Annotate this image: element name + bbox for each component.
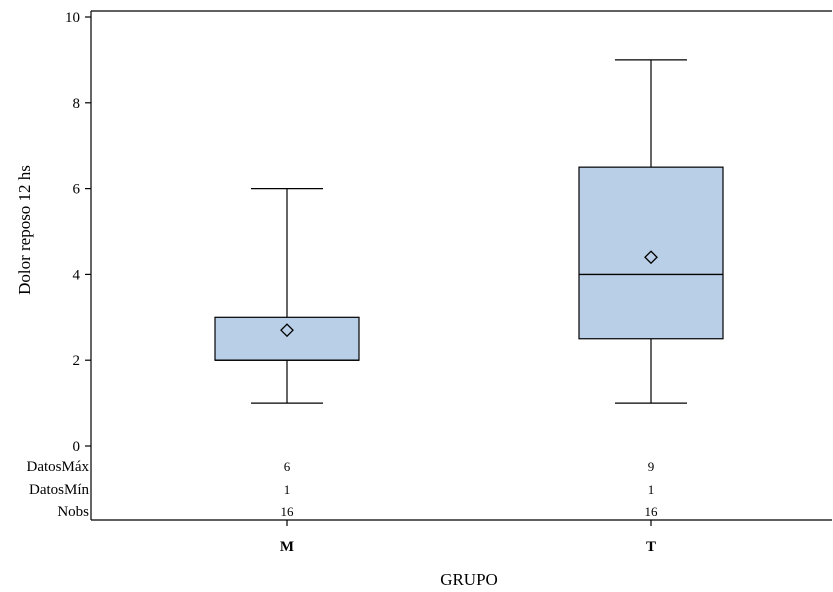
y-tick-label: 0	[73, 439, 81, 455]
stats-row-label: DatosMín	[29, 482, 90, 498]
iqr-box	[214, 316, 360, 361]
box-M	[214, 188, 360, 404]
y-axis-label: Dolor reposo 12 hs	[15, 165, 34, 295]
stats-value: 1	[284, 482, 291, 497]
x-axis-label: GRUPO	[440, 570, 498, 589]
x-tick-label: M	[280, 539, 294, 555]
stats-value: 6	[284, 459, 291, 474]
y-tick-label: 6	[73, 182, 81, 198]
box-series	[214, 59, 724, 404]
stats-row-label: Nobs	[57, 504, 89, 520]
mean-marker	[280, 323, 294, 338]
stats-value: 16	[281, 504, 295, 519]
y-axis: 0 2 4 6 8 10	[65, 10, 91, 455]
stats-value: 9	[648, 459, 655, 474]
y-tick-label: 2	[73, 353, 81, 369]
x-tick-label: T	[646, 539, 656, 555]
stats-value: 1	[648, 482, 655, 497]
iqr-box	[578, 166, 724, 340]
y-tick-label: 10	[65, 10, 80, 26]
plot-frame	[90, 10, 832, 521]
stats-table: DatosMáx 6 9 DatosMín 1 1 Nobs 16 16	[27, 459, 659, 520]
box-T	[578, 59, 724, 404]
stats-value: 16	[645, 504, 659, 519]
y-tick-label: 8	[73, 96, 81, 112]
y-tick-label: 4	[73, 267, 81, 283]
mean-marker	[644, 250, 658, 265]
stats-row-label: DatosMáx	[27, 459, 90, 475]
